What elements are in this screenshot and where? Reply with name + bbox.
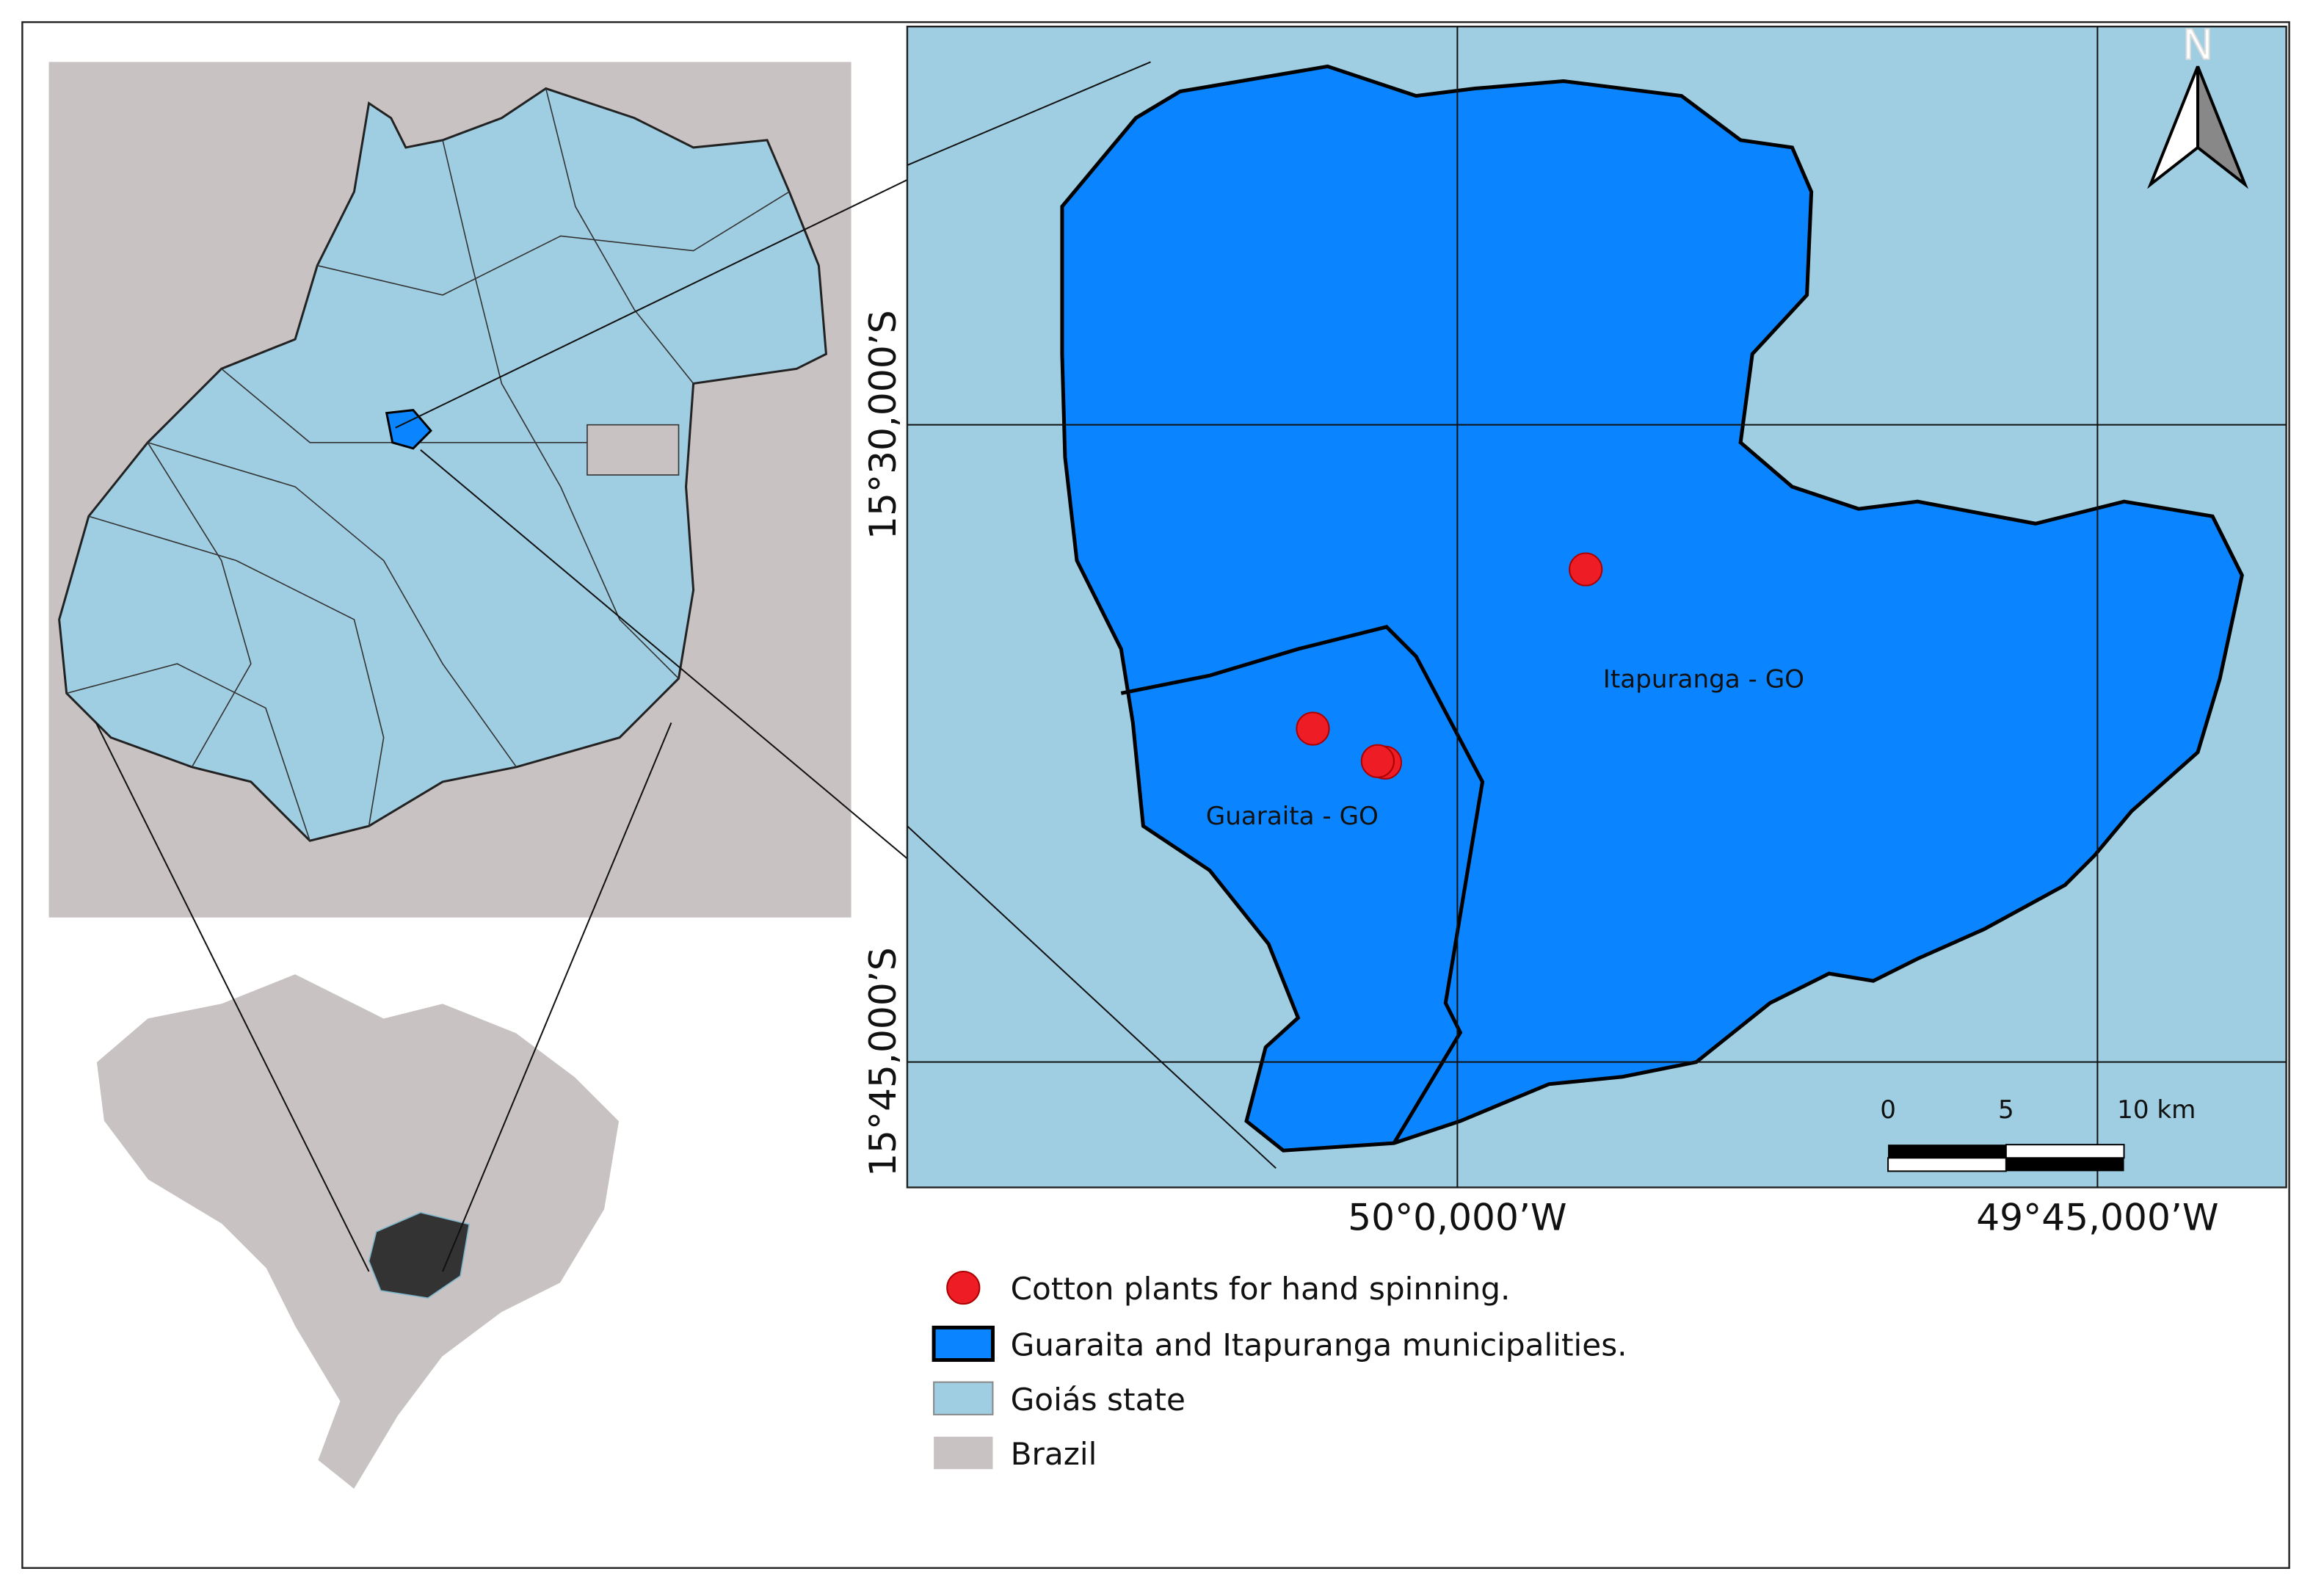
north-label: N bbox=[2182, 21, 2213, 69]
main-map: Itapuranga - GO Guaraita - GO N 0 5 10 k… bbox=[906, 21, 2287, 1189]
study-area-small bbox=[385, 408, 433, 450]
legend-swatch bbox=[932, 1325, 995, 1363]
longitude-label: 49°45,000’W bbox=[1976, 1196, 2218, 1239]
brazil-inset bbox=[95, 972, 621, 1491]
longitude-label: 50°0,000’W bbox=[1348, 1196, 1566, 1239]
scale-label: 10 km bbox=[2117, 1095, 2196, 1125]
cotton-points bbox=[1296, 552, 1603, 780]
goias-state bbox=[58, 87, 828, 842]
north-arrow: N bbox=[2147, 21, 2248, 189]
goias-small bbox=[368, 1211, 471, 1299]
cotton-point bbox=[1296, 711, 1330, 746]
legend-label: Goiás state bbox=[1011, 1382, 1185, 1418]
goias-inset bbox=[48, 62, 852, 918]
legend-label: Cotton plants for hand spinning. bbox=[1011, 1271, 1511, 1307]
federal-district bbox=[587, 424, 680, 476]
cotton-point bbox=[1360, 744, 1395, 778]
legend-label: Brazil bbox=[1011, 1436, 1097, 1472]
scale-label: 0 bbox=[1880, 1095, 1896, 1125]
scale-label: 5 bbox=[1998, 1095, 2014, 1125]
place-label: Itapuranga - GO bbox=[1603, 664, 1804, 694]
municipality-border bbox=[1120, 625, 1485, 1145]
place-label: Guaraita - GO bbox=[1206, 802, 1379, 831]
municipalities-area bbox=[1060, 64, 2244, 1153]
municipal-boundaries bbox=[66, 88, 790, 841]
legend-swatch bbox=[933, 1381, 994, 1415]
latitude-label: 15°45,000’S bbox=[861, 947, 904, 1177]
legend: Cotton plants for hand spinning. Guarait… bbox=[932, 1270, 1627, 1472]
graticule bbox=[907, 26, 2287, 1188]
latitude-label: 15°30,000’S bbox=[861, 310, 904, 540]
scale-bar: 0 5 10 km bbox=[1880, 1095, 2196, 1172]
cotton-point bbox=[1569, 552, 1603, 587]
brazil-country bbox=[95, 972, 621, 1491]
legend-swatch bbox=[934, 1437, 993, 1470]
legend-swatch bbox=[946, 1270, 981, 1305]
legend-label: Guaraita and Itapuranga municipalities. bbox=[1011, 1327, 1627, 1363]
